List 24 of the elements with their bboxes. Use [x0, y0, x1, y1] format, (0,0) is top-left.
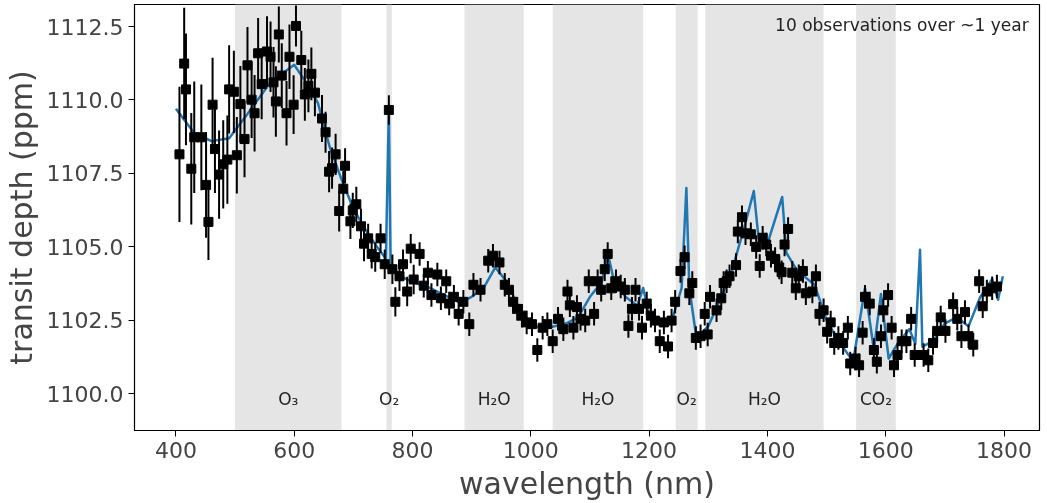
y-tick-label: 1107.5: [46, 161, 124, 187]
x-tick-label: 800: [391, 437, 434, 463]
y-tick-label: 1105.0: [46, 234, 124, 260]
annotation: 10 observations over ~1 year: [775, 15, 1029, 36]
band-label: O₃: [278, 389, 299, 410]
y-tick-label: 1102.5: [46, 308, 124, 334]
y-tick-label: 1100.0: [46, 381, 124, 407]
band-label: H₂O: [747, 389, 781, 410]
x-tick-label: 1400: [739, 437, 796, 463]
x-tick-label: 600: [273, 437, 316, 463]
band-label: O₂: [379, 389, 400, 410]
band-label: CO₂: [859, 389, 892, 410]
band-label: H₂O: [477, 389, 511, 410]
band-label: O₂: [676, 389, 697, 410]
y-tick-label: 1110.0: [46, 87, 124, 113]
band-label: H₂O: [581, 389, 615, 410]
x-tick-label: 1800: [976, 437, 1033, 463]
x-tick-label: 400: [154, 437, 197, 463]
x-tick-label: 1000: [502, 437, 559, 463]
x-axis-title: wavelength (nm): [459, 465, 715, 501]
x-tick-label: 1600: [857, 437, 914, 463]
y-axis-title: transit depth (ppm): [3, 70, 39, 365]
x-tick-label: 1200: [621, 437, 678, 463]
y-tick-label: 1112.5: [46, 14, 124, 40]
